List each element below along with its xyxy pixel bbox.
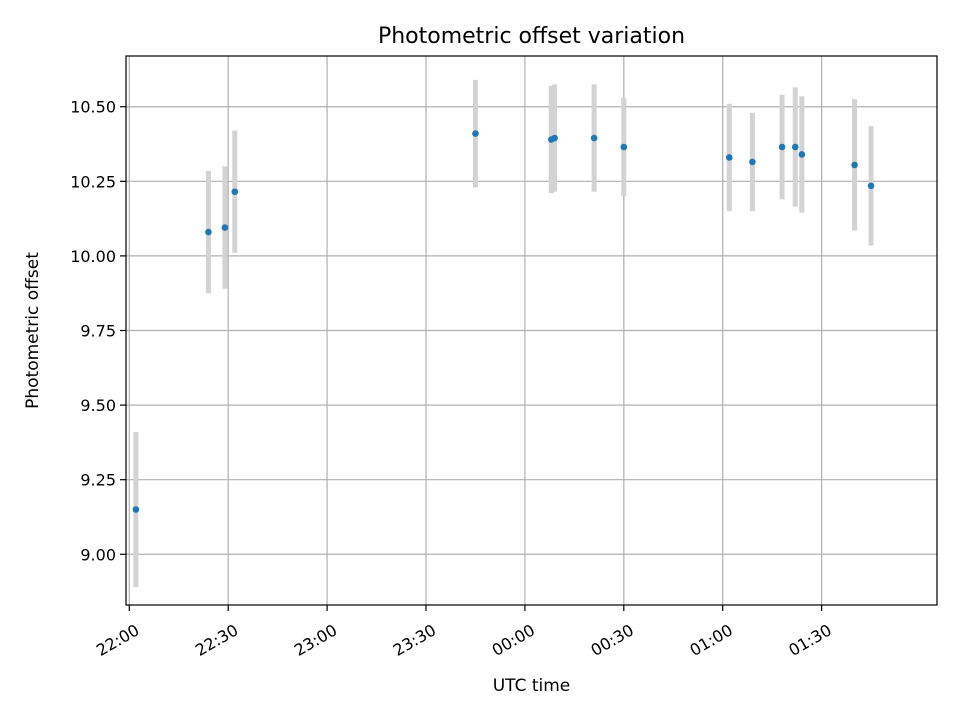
x-tick-label: 23:30 bbox=[390, 620, 439, 660]
y-axis-ticks: 9.00 9.25 9.50 9.75 10.00 10.25 10.50 bbox=[70, 98, 126, 564]
data-point bbox=[749, 158, 756, 166]
y-tick-label: 9.25 bbox=[80, 471, 116, 490]
data-points bbox=[132, 130, 875, 513]
data-point bbox=[798, 151, 806, 158]
y-tick-label: 9.75 bbox=[80, 322, 116, 341]
y-tick-label: 10.50 bbox=[70, 98, 116, 117]
x-axis-ticks: 22:00 22:30 23:00 23:30 00:00 00:30 01:00 01:30 bbox=[93, 605, 835, 660]
x-tick-label: 01:30 bbox=[785, 620, 834, 660]
data-point bbox=[551, 134, 558, 142]
grid-lines bbox=[126, 56, 937, 605]
data-point bbox=[778, 143, 786, 151]
data-point bbox=[726, 154, 733, 161]
x-tick-label: 23:00 bbox=[291, 620, 340, 660]
data-point bbox=[205, 228, 212, 236]
x-tick-label: 00:30 bbox=[588, 620, 637, 660]
y-axis-label: Photometric offset bbox=[23, 252, 43, 409]
data-point bbox=[472, 130, 479, 137]
y-tick-label: 10.00 bbox=[70, 247, 116, 266]
x-tick-label: 00:00 bbox=[489, 620, 538, 660]
data-point bbox=[867, 182, 875, 190]
y-tick-label: 9.50 bbox=[80, 396, 116, 415]
data-point bbox=[221, 224, 229, 231]
data-point bbox=[791, 143, 799, 151]
data-point bbox=[620, 143, 628, 151]
x-tick-label: 22:00 bbox=[93, 620, 142, 660]
data-point bbox=[590, 134, 598, 142]
chart-title: Photometric offset variation bbox=[378, 24, 685, 49]
x-tick-label: 22:30 bbox=[192, 620, 241, 660]
x-axis-label: UTC time bbox=[493, 676, 571, 696]
y-tick-label: 10.25 bbox=[70, 172, 116, 191]
x-tick-label: 01:00 bbox=[686, 620, 735, 660]
data-point bbox=[132, 506, 140, 513]
error-bars bbox=[133, 79, 874, 588]
y-tick-label: 9.00 bbox=[80, 545, 116, 564]
data-point bbox=[231, 188, 239, 196]
data-point bbox=[851, 161, 858, 169]
